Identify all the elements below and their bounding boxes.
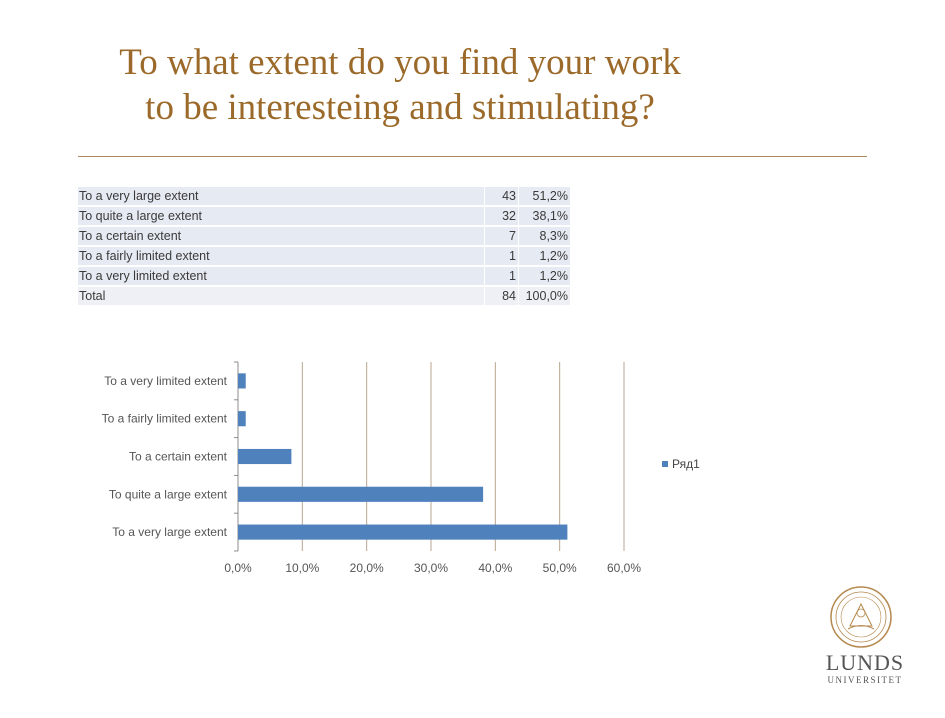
x-tick-label: 40,0% xyxy=(478,561,512,575)
university-seal-icon xyxy=(830,586,892,648)
bar xyxy=(238,373,246,389)
table-row: To a certain extent 7 8,3% xyxy=(78,226,570,247)
row-count: 43 xyxy=(484,187,519,207)
table-total-row: Total 84 100,0% xyxy=(78,286,570,307)
logo-subname: UNIVERSITET xyxy=(827,675,903,685)
table-row: To a fairly limited extent 1 1,2% xyxy=(78,246,570,267)
row-percent: 8,3% xyxy=(518,226,570,247)
x-tick-label: 10,0% xyxy=(285,561,319,575)
row-label: Total xyxy=(78,286,485,307)
row-percent: 38,1% xyxy=(518,206,570,227)
legend-label: Ряд1 xyxy=(672,457,700,471)
title-divider xyxy=(78,156,867,157)
bar xyxy=(238,486,484,502)
y-tick-label: To a certain extent xyxy=(129,450,228,464)
x-tick-label: 20,0% xyxy=(350,561,384,575)
row-count: 1 xyxy=(484,266,519,287)
x-tick-label: 30,0% xyxy=(414,561,448,575)
row-count: 32 xyxy=(484,206,519,227)
bar xyxy=(238,524,568,540)
bar xyxy=(238,448,292,465)
table-row: To a very limited extent 1 1,2% xyxy=(78,266,570,287)
y-tick-label: To a very limited extent xyxy=(104,374,227,388)
results-table: To a very large extent 43 51,2% To quite… xyxy=(78,187,570,307)
x-tick-label: 0,0% xyxy=(224,561,252,575)
row-label: To a very limited extent xyxy=(78,266,485,287)
row-percent: 1,2% xyxy=(518,246,570,267)
title-line-2: to be interesteing and stimulating? xyxy=(145,87,655,128)
row-label: To quite a large extent xyxy=(78,206,485,227)
x-tick-label: 50,0% xyxy=(543,561,577,575)
row-percent: 1,2% xyxy=(518,266,570,287)
legend-swatch xyxy=(662,461,668,467)
table-row: To quite a large extent 32 38,1% xyxy=(78,206,570,227)
bar xyxy=(238,411,246,427)
row-label: To a very large extent xyxy=(78,187,485,207)
row-count: 1 xyxy=(484,246,519,267)
row-percent: 100,0% xyxy=(518,286,570,307)
y-tick-label: To a fairly limited extent xyxy=(102,412,228,426)
row-label: To a fairly limited extent xyxy=(78,246,485,267)
table-row: To a very large extent 43 51,2% xyxy=(78,187,570,207)
row-count: 7 xyxy=(484,226,519,247)
title-line-1: To what extent do you find your work xyxy=(119,42,681,83)
university-logo: LUNDS UNIVERSITET xyxy=(821,652,909,686)
row-percent: 51,2% xyxy=(518,187,570,207)
row-label: To a certain extent xyxy=(78,226,485,247)
slide-title: To what extent do you find your work to … xyxy=(20,40,780,130)
row-count: 84 xyxy=(484,286,519,307)
logo-name: LUNDS xyxy=(825,650,905,675)
y-tick-label: To a very large extent xyxy=(112,525,227,539)
x-tick-label: 60,0% xyxy=(607,561,641,575)
y-tick-label: To quite a large extent xyxy=(109,487,228,501)
